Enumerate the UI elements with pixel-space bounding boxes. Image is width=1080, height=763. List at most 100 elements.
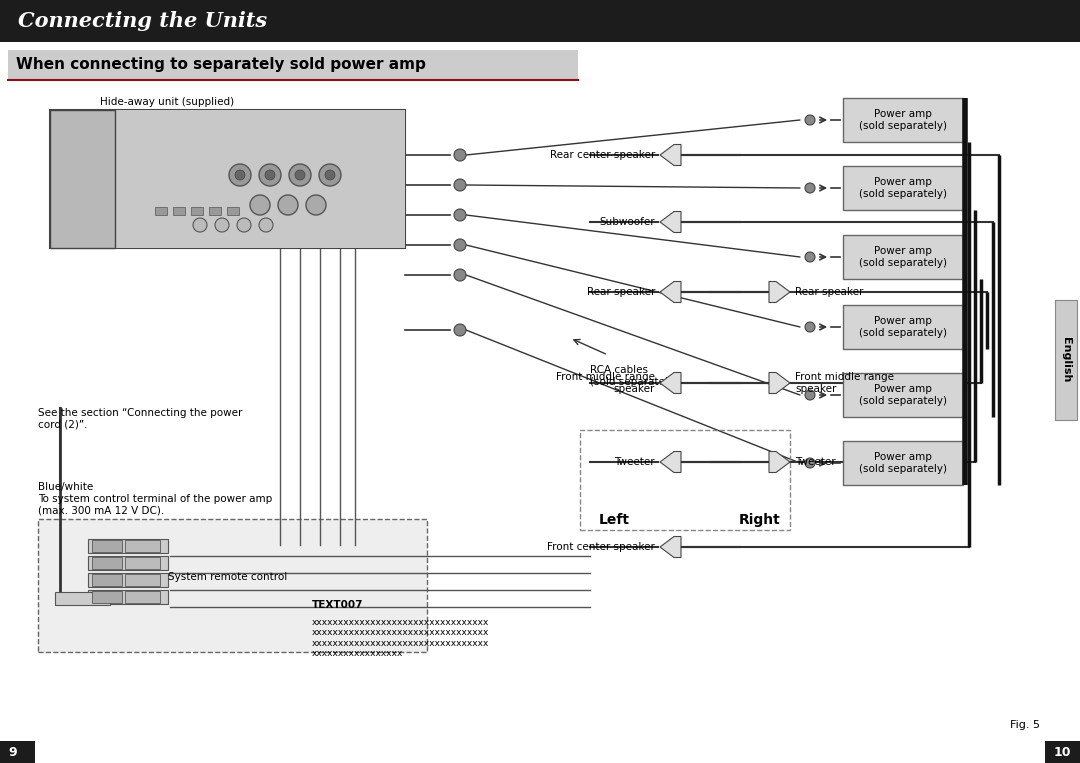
Bar <box>227 207 239 215</box>
Bar <box>55 592 110 605</box>
Circle shape <box>454 239 465 251</box>
Bar <box>8 50 578 80</box>
Polygon shape <box>660 536 681 558</box>
Circle shape <box>805 115 815 125</box>
Circle shape <box>325 170 335 180</box>
Text: TEXT007: TEXT007 <box>312 600 364 610</box>
Bar <box>87 590 168 604</box>
Text: xxxxxxxxxxxxxxxxxxxxxxxxxxxxxxxxx
xxxxxxxxxxxxxxxxxxxxxxxxxxxxxxxxx
xxxxxxxxxxxx: xxxxxxxxxxxxxxxxxxxxxxxxxxxxxxxxx xxxxxx… <box>312 618 489 658</box>
Bar <box>38 519 427 652</box>
Circle shape <box>229 164 251 186</box>
Bar <box>125 591 160 603</box>
Circle shape <box>306 195 326 215</box>
Circle shape <box>454 324 465 336</box>
Bar <box>114 110 405 248</box>
Text: Power amp
(sold separately): Power amp (sold separately) <box>859 109 947 130</box>
Bar <box>156 207 167 215</box>
Polygon shape <box>660 452 681 472</box>
Bar <box>92 540 122 552</box>
Bar <box>0 741 35 763</box>
Bar <box>173 207 185 215</box>
Circle shape <box>805 183 815 193</box>
Bar <box>87 573 168 587</box>
Bar <box>125 540 160 552</box>
Bar <box>843 166 963 210</box>
Text: 10: 10 <box>1053 745 1070 758</box>
Bar <box>50 110 405 248</box>
Text: When connecting to separately sold power amp: When connecting to separately sold power… <box>16 57 426 72</box>
Text: English: English <box>1061 337 1071 383</box>
Text: RCA cables
(sold separately): RCA cables (sold separately) <box>590 365 678 387</box>
Text: Power amp
(sold separately): Power amp (sold separately) <box>859 246 947 268</box>
Circle shape <box>235 170 245 180</box>
Bar <box>1045 741 1080 763</box>
Text: Power amp
(sold separately): Power amp (sold separately) <box>859 177 947 199</box>
Text: Rear speaker: Rear speaker <box>586 287 654 297</box>
Bar <box>92 591 122 603</box>
Circle shape <box>193 218 207 232</box>
Bar <box>843 305 963 349</box>
Text: Tweeter: Tweeter <box>615 457 654 467</box>
Circle shape <box>319 164 341 186</box>
Circle shape <box>454 209 465 221</box>
Polygon shape <box>660 372 681 394</box>
Text: Left: Left <box>598 513 630 527</box>
Polygon shape <box>769 452 789 472</box>
Circle shape <box>289 164 311 186</box>
Circle shape <box>259 164 281 186</box>
Circle shape <box>454 149 465 161</box>
Text: Power amp
(sold separately): Power amp (sold separately) <box>859 316 947 338</box>
Text: System remote control: System remote control <box>168 572 287 582</box>
Bar <box>87 539 168 553</box>
Bar <box>580 430 789 530</box>
Bar <box>125 574 160 586</box>
Bar <box>125 557 160 569</box>
Polygon shape <box>769 372 789 394</box>
Bar <box>1055 300 1077 420</box>
Circle shape <box>805 322 815 332</box>
Bar <box>843 98 963 142</box>
Bar <box>191 207 203 215</box>
Circle shape <box>454 269 465 281</box>
Circle shape <box>278 195 298 215</box>
Bar <box>0 0 1080 42</box>
Text: Front center speaker: Front center speaker <box>548 542 654 552</box>
Circle shape <box>295 170 305 180</box>
Circle shape <box>805 458 815 468</box>
Bar <box>843 441 963 485</box>
Text: Fig. 5: Fig. 5 <box>1010 720 1040 730</box>
Text: Front middle range
speaker: Front middle range speaker <box>556 372 654 394</box>
Text: Hide-away unit (supplied): Hide-away unit (supplied) <box>100 97 234 107</box>
Bar <box>87 556 168 570</box>
Text: Subwoofer: Subwoofer <box>599 217 654 227</box>
Circle shape <box>215 218 229 232</box>
Polygon shape <box>660 211 681 233</box>
Circle shape <box>805 252 815 262</box>
Text: Blue/white
To system control terminal of the power amp
(max. 300 mA 12 V DC).: Blue/white To system control terminal of… <box>38 482 272 515</box>
Bar <box>50 110 114 248</box>
Bar <box>843 235 963 279</box>
Text: Rear center speaker: Rear center speaker <box>550 150 654 160</box>
Circle shape <box>259 218 273 232</box>
Polygon shape <box>660 144 681 166</box>
Text: Connecting the Units: Connecting the Units <box>18 11 267 31</box>
Circle shape <box>237 218 251 232</box>
Circle shape <box>454 179 465 191</box>
Circle shape <box>805 390 815 400</box>
Text: Tweeter: Tweeter <box>795 457 836 467</box>
Text: Power amp
(sold separately): Power amp (sold separately) <box>859 385 947 406</box>
Text: Right: Right <box>739 513 781 527</box>
Circle shape <box>265 170 275 180</box>
Text: Power amp
(sold separately): Power amp (sold separately) <box>859 452 947 474</box>
Text: Rear speaker: Rear speaker <box>795 287 863 297</box>
Text: See the section “Connecting the power
cord (2)”.: See the section “Connecting the power co… <box>38 408 242 430</box>
Circle shape <box>249 195 270 215</box>
Bar <box>843 373 963 417</box>
Bar <box>210 207 221 215</box>
Text: Front middle range
speaker: Front middle range speaker <box>795 372 894 394</box>
Polygon shape <box>769 282 789 302</box>
Text: 9: 9 <box>8 745 16 758</box>
Bar <box>92 557 122 569</box>
Polygon shape <box>660 282 681 302</box>
Bar <box>92 574 122 586</box>
